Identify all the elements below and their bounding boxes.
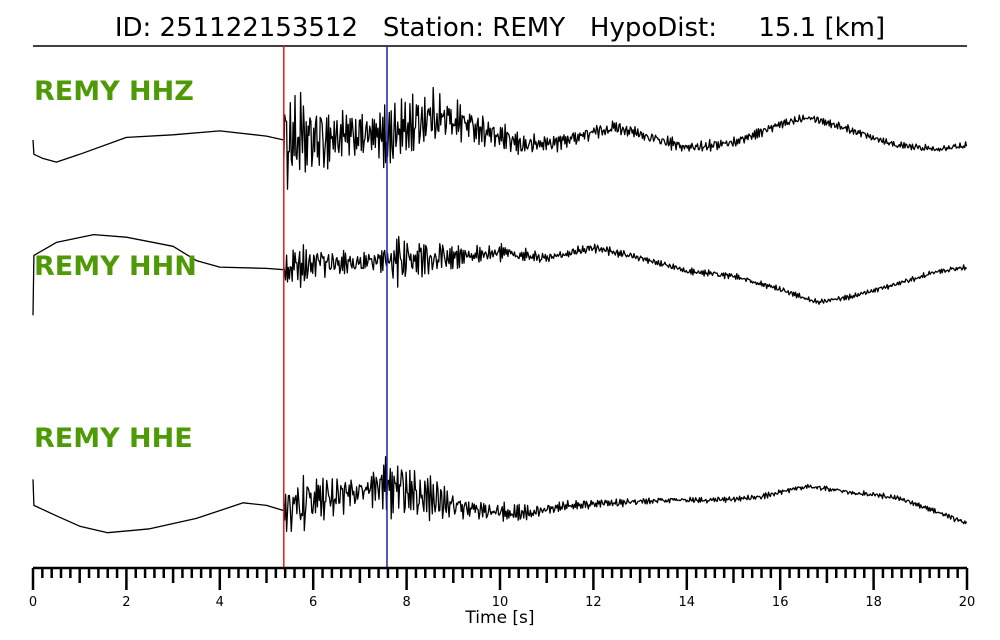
trace-hhe [32,456,968,534]
x-tick-label: 2 [122,595,130,610]
x-tick-label: 0 [29,595,37,610]
traces-group [32,86,968,534]
x-tick-label: 12 [585,595,602,610]
channel-label-hhz: REMY HHZ [34,76,194,107]
x-tick-label: 16 [772,595,789,610]
x-tick-label: 8 [402,595,410,610]
time-axis: 0 2 4 6 8 10 12 14 16 18 20 Time [s] [29,566,976,628]
x-tick-label: 6 [309,595,317,610]
plot-title: ID: 251122153512 Station: REMY HypoDist:… [115,13,885,43]
channel-label-hhn: REMY HHN [34,251,197,282]
x-axis-title: Time [s] [464,608,534,628]
x-tick-label: 20 [959,595,976,610]
x-tick-label: 10 [492,595,509,610]
channel-label-hhe: REMY HHE [34,423,193,454]
phase-markers-group [283,46,388,568]
trace-hhz [32,86,968,190]
x-tick-label: 14 [679,595,696,610]
x-tick-label: 18 [865,595,882,610]
trace-hhn [32,233,968,316]
x-tick-label: 4 [216,595,224,610]
